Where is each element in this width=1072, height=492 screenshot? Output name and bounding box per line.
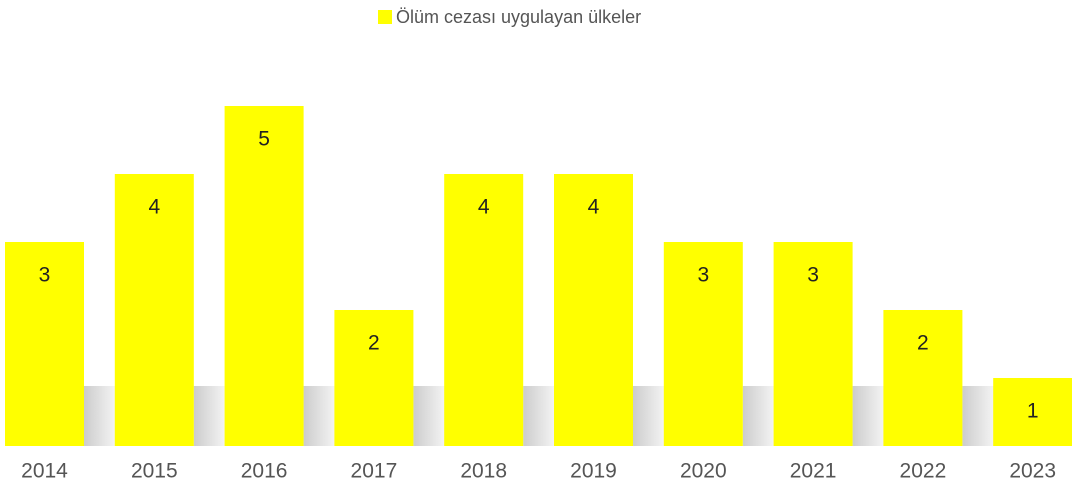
data-label: 3 (807, 264, 819, 287)
x-tick-label: 2023 (1009, 460, 1056, 483)
bar (773, 242, 853, 446)
bar (554, 174, 633, 446)
data-label: 4 (148, 196, 160, 219)
legend-label: Ölüm cezası uygulayan ülkeler (396, 7, 641, 27)
data-label: 4 (588, 196, 600, 219)
bar (334, 310, 414, 446)
bar (663, 242, 743, 446)
bar (883, 310, 963, 446)
x-tick-label: 2015 (131, 460, 178, 483)
data-label: 2 (917, 332, 929, 355)
bar (993, 378, 1072, 446)
bar (224, 106, 304, 446)
x-tick-label: 2021 (790, 460, 837, 483)
data-label: 2 (368, 332, 380, 355)
x-tick-label: 2014 (21, 460, 68, 483)
bar (444, 174, 524, 446)
x-tick-label: 2022 (900, 460, 947, 483)
x-tick-label: 2017 (351, 460, 398, 483)
data-label: 3 (697, 264, 709, 287)
data-label: 4 (478, 196, 490, 219)
data-label: 1 (1027, 400, 1039, 423)
data-label: 3 (39, 264, 51, 287)
data-label: 5 (258, 128, 270, 151)
bar (114, 174, 194, 446)
x-tick-label: 2016 (241, 460, 288, 483)
bar (5, 242, 84, 446)
x-tick-label: 2020 (680, 460, 727, 483)
x-tick-label: 2019 (570, 460, 617, 483)
x-tick-label: 2018 (460, 460, 507, 483)
legend-swatch (378, 10, 392, 24)
